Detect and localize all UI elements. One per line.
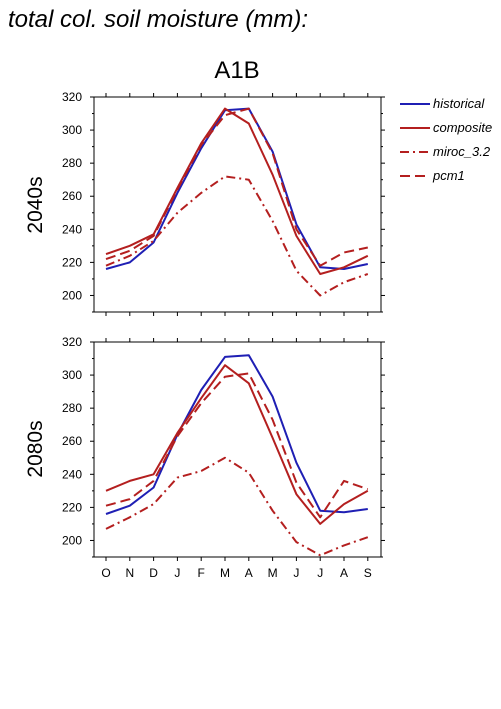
scenario-title: A1B	[214, 57, 260, 84]
panel-2040s-frame	[93, 96, 382, 313]
panel-2040s-ytick-label: 280	[62, 156, 82, 170]
xtick-label-1: N	[125, 566, 134, 580]
xtick-label-2: D	[149, 566, 158, 580]
panel-2040s-series-pcm1	[105, 107, 369, 267]
panel-2040s-ytick-label: 200	[62, 288, 82, 302]
xtick-label-5: M	[220, 566, 230, 580]
legend-swatch-pcm1	[400, 175, 430, 177]
legend-item-historical: historical	[400, 96, 501, 112]
panel-2080s-label: 2080s	[24, 420, 47, 477]
xtick-label-4: F	[198, 566, 205, 580]
panel-2080s-ytick-label: 200	[62, 533, 82, 547]
legend-swatch-miroc	[400, 151, 430, 153]
figure-title: total col. soil moisture (mm):	[8, 6, 309, 33]
panel-2040s-ytick-label: 240	[62, 222, 82, 236]
panel-2080s-frame	[93, 341, 382, 558]
panel-2040s-ytick-label: 260	[62, 189, 82, 203]
panel-2040s-label: 2040s	[24, 176, 47, 233]
panel-2080s-series-composite	[105, 364, 369, 525]
legend-item-pcm1: pcm1	[400, 168, 501, 184]
panel-2040s-series-historical	[105, 107, 369, 270]
panel-2040s-series-composite	[105, 107, 369, 275]
xtick-label-9: J	[317, 566, 323, 580]
xtick-label-0: O	[101, 566, 110, 580]
panel-2080s-series-pcm1	[105, 372, 369, 519]
legend-label-historical: historical	[433, 96, 485, 111]
xtick-label-8: J	[293, 566, 299, 580]
panel-2080s-ytick-label: 300	[62, 368, 82, 382]
panel-2080s-ytick-label: 280	[62, 401, 82, 415]
xtick-label-11: S	[364, 566, 372, 580]
panel-2040s-series-miroc-3-2	[105, 175, 369, 297]
xtick-label-6: A	[245, 566, 253, 580]
legend-label-miroc: miroc_3.2	[433, 144, 491, 159]
legend-swatch-composite	[400, 127, 430, 129]
xtick-label-7: M	[268, 566, 278, 580]
panel-2040s-ytick-label: 300	[62, 123, 82, 137]
xtick-label-3: J	[174, 566, 180, 580]
panel-2080s-series-historical	[105, 354, 368, 515]
legend-label-pcm1: pcm1	[433, 168, 465, 183]
panel-2040s-ytick-label: 220	[62, 255, 82, 269]
legend-swatch-historical	[400, 103, 430, 105]
panel-2080s-series-miroc-3-2	[105, 456, 369, 557]
panel-2040s-ytick-label: 320	[62, 90, 82, 104]
panel-2080s-ytick-label: 320	[62, 335, 82, 349]
panel-2080s-ytick-label: 240	[62, 467, 82, 481]
legend-item-miroc: miroc_3.2	[400, 144, 501, 160]
xtick-label-10: A	[340, 566, 348, 580]
legend-item-composite: composite	[400, 120, 501, 136]
panel-2080s-ytick-label: 220	[62, 500, 82, 514]
panel-2080s-ytick-label: 260	[62, 434, 82, 448]
legend-label-composite: composite	[433, 120, 493, 135]
